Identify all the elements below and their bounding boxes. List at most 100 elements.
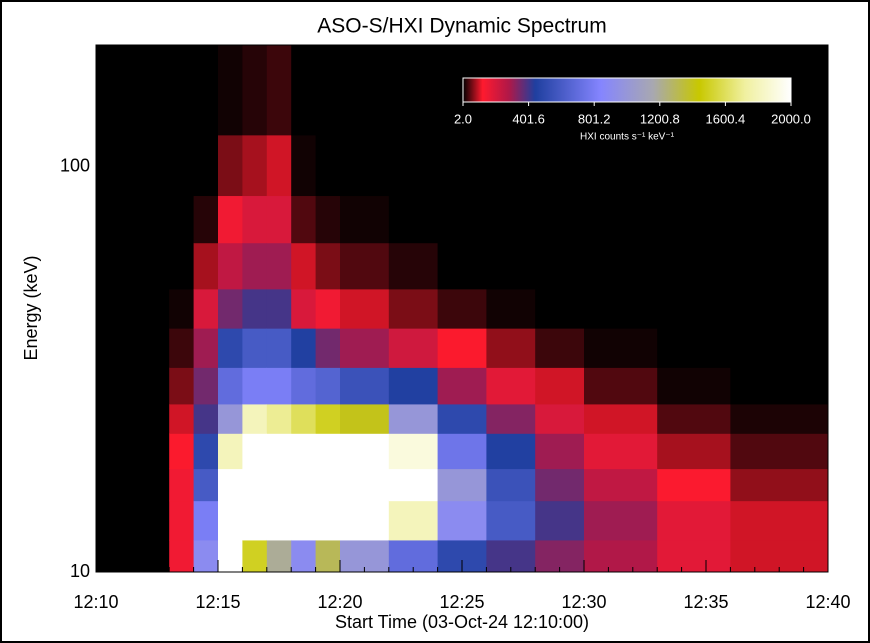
heatmap-cell xyxy=(96,367,170,405)
heatmap-cell xyxy=(96,433,170,470)
heatmap-cell xyxy=(96,403,170,434)
heatmap-cell xyxy=(169,367,195,405)
heatmap-cell xyxy=(437,242,487,290)
heatmap-cell xyxy=(291,539,317,573)
x-tick-label: 12:30 xyxy=(561,592,606,612)
heatmap-cell xyxy=(193,242,219,290)
chart-title: ASO-S/HXI Dynamic Spectrum xyxy=(317,15,606,38)
heatmap-cell xyxy=(340,288,390,329)
heatmap-cell xyxy=(340,195,390,244)
heatmap-cell xyxy=(218,500,243,541)
heatmap-cell xyxy=(218,45,243,136)
heatmap-cell xyxy=(242,433,268,470)
heatmap-cell xyxy=(388,242,439,290)
heatmap-cell xyxy=(535,433,585,470)
heatmap-cell xyxy=(486,367,536,405)
heatmap-cell xyxy=(657,134,731,197)
heatmap-cell xyxy=(388,468,439,502)
heatmap-cell xyxy=(584,242,658,290)
heatmap-cell xyxy=(291,500,317,541)
heatmap-cell xyxy=(340,403,390,434)
heatmap-cell xyxy=(437,367,487,405)
heatmap-cell xyxy=(242,367,268,405)
heatmap-cell xyxy=(437,468,487,502)
heatmap-cell xyxy=(242,242,268,290)
heatmap-cell xyxy=(266,539,292,573)
heatmap-cell xyxy=(218,288,243,329)
heatmap-cell xyxy=(96,45,170,136)
heatmap-cell xyxy=(584,433,658,470)
heatmap-cell xyxy=(657,403,731,434)
heatmap-cell xyxy=(315,539,341,573)
heatmap-cell xyxy=(169,500,195,541)
heatmap-cell xyxy=(388,134,439,197)
y-tick-label: 100 xyxy=(60,156,90,176)
heatmap-cell xyxy=(169,45,195,136)
heatmap-cell xyxy=(218,195,243,244)
heatmap-cell xyxy=(169,134,195,197)
heatmap-cell xyxy=(315,500,341,541)
heatmap-cell xyxy=(437,328,487,368)
heatmap-cell xyxy=(535,468,585,502)
heatmap-cell xyxy=(169,328,195,368)
heatmap-cell xyxy=(340,500,390,541)
heatmap-cell xyxy=(535,500,585,541)
heatmap-cell xyxy=(218,433,243,470)
colorbar-tick-label: 2000.0 xyxy=(771,111,811,126)
heatmap-cell xyxy=(96,500,170,541)
heatmap-cell xyxy=(218,539,243,573)
heatmap-cell xyxy=(96,195,170,244)
heatmap-cell xyxy=(193,195,219,244)
heatmap-cell xyxy=(242,134,268,197)
heatmap-cell xyxy=(266,367,292,405)
heatmap-cell xyxy=(657,328,731,368)
heatmap-cell xyxy=(169,468,195,502)
heatmap-cell xyxy=(96,468,170,502)
heatmap-cell xyxy=(266,134,292,197)
heatmap-cell xyxy=(486,134,536,197)
heatmap-cell xyxy=(657,288,731,329)
heatmap-cell xyxy=(193,539,219,573)
heatmap-cell xyxy=(730,195,829,244)
heatmap-cell xyxy=(486,403,536,434)
heatmap-cell xyxy=(584,288,658,329)
x-tick-label: 12:40 xyxy=(805,592,850,612)
heatmap-cell xyxy=(486,328,536,368)
heatmap-cell xyxy=(340,134,390,197)
heatmap-cell xyxy=(486,288,536,329)
heatmap-cell xyxy=(193,433,219,470)
heatmap-cell xyxy=(291,328,317,368)
heatmap-cell xyxy=(535,367,585,405)
heatmap-cell xyxy=(169,403,195,434)
heatmap-cell xyxy=(96,539,170,573)
heatmap-cell xyxy=(291,134,317,197)
heatmap-cell xyxy=(388,45,439,136)
heatmap-cell xyxy=(535,134,585,197)
heatmap-cell xyxy=(193,367,219,405)
heatmap-cell xyxy=(96,242,170,290)
heatmap-cell xyxy=(315,134,341,197)
heatmap-cell xyxy=(730,468,829,502)
heatmap-cell xyxy=(242,288,268,329)
heatmap-cell xyxy=(388,367,439,405)
heatmap-cell xyxy=(218,328,243,368)
heatmap-cell xyxy=(388,288,439,329)
heatmap-cell xyxy=(169,433,195,470)
heatmap-cell xyxy=(584,328,658,368)
heatmap-cell xyxy=(657,242,731,290)
heatmap-cell xyxy=(193,403,219,434)
x-tick-label: 12:35 xyxy=(683,592,728,612)
heatmap-cell xyxy=(584,539,658,573)
heatmap-cell xyxy=(266,468,292,502)
heatmap-cell xyxy=(730,328,829,368)
heatmap-cell xyxy=(169,195,195,244)
heatmap-cell xyxy=(437,195,487,244)
heatmap-cell xyxy=(437,288,487,329)
heatmap-cell xyxy=(584,500,658,541)
heatmap-cell xyxy=(193,328,219,368)
heatmap-cell xyxy=(266,45,292,136)
heatmap-cell xyxy=(584,403,658,434)
heatmap-cell xyxy=(193,468,219,502)
